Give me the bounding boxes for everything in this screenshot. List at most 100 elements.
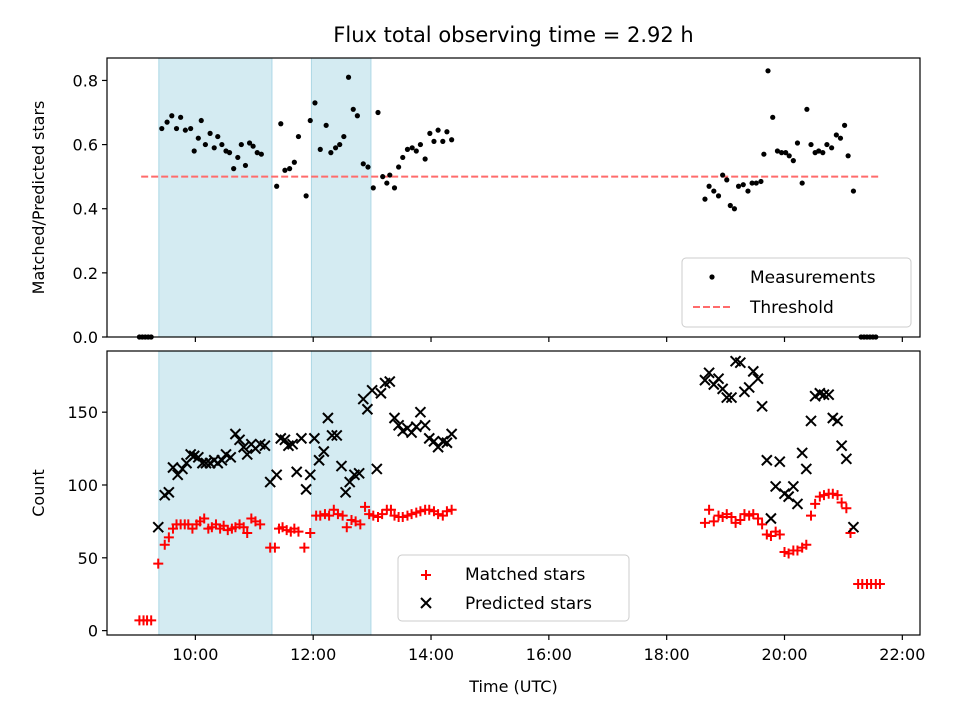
predicted-stars-point xyxy=(752,372,764,385)
measurement-point xyxy=(396,164,402,170)
x-tick-label: 10:00 xyxy=(172,645,218,664)
measurement-point xyxy=(198,117,204,124)
predicted-stars-point xyxy=(241,448,253,461)
predicted-stars-point xyxy=(818,388,830,401)
measurement-point xyxy=(169,113,175,119)
measurement-point xyxy=(278,121,284,127)
measurement-point xyxy=(391,185,398,191)
predicted-stars-point xyxy=(304,469,316,481)
matched-stars-point xyxy=(163,532,174,543)
top-panel-ratio: 0.0 0.2 0.4 0.6 0.8 Matched/Predicted stars Me… xyxy=(29,57,921,347)
predicted-stars-point xyxy=(847,521,860,533)
predicted-stars-point xyxy=(796,447,808,459)
legend-box xyxy=(681,257,912,328)
matched-stars-point xyxy=(726,512,737,523)
predicted-stars-point xyxy=(233,434,246,446)
predicted-stars-point xyxy=(216,454,228,466)
measurement-point xyxy=(238,141,244,148)
matched-stars-point xyxy=(708,516,719,527)
predicted-stars-point xyxy=(721,391,733,404)
measurement-point xyxy=(242,162,249,169)
legend-predicted-label: Predicted stars xyxy=(465,594,592,614)
x-tick-label: 12:00 xyxy=(290,645,336,664)
measurement-point xyxy=(337,141,343,148)
predicted-stars-point xyxy=(761,454,773,466)
predicted-stars-point xyxy=(699,374,711,386)
shaded-interval-0 xyxy=(158,57,273,338)
matched-stars-point xyxy=(748,509,759,520)
y-tick-label: 0.2 xyxy=(73,264,98,283)
legend-predicted-marker xyxy=(420,597,432,609)
matched-stars-point xyxy=(415,506,426,517)
y-axis-label: Matched/Predicted stars xyxy=(29,101,48,295)
predicted-stars-point xyxy=(716,383,729,395)
matched-stars-point xyxy=(360,501,371,512)
measurement-point xyxy=(370,185,376,191)
chart-title: Flux total observing time = 2.92 h xyxy=(333,23,693,47)
predicted-stars-point xyxy=(805,415,817,427)
measurement-point xyxy=(706,183,712,189)
measurement-point xyxy=(820,150,826,156)
measurement-point xyxy=(783,150,789,156)
measurement-point xyxy=(354,113,360,119)
matched-stars-point xyxy=(146,615,157,626)
predicted-stars-point xyxy=(743,381,755,394)
predicted-stars-point xyxy=(734,356,747,369)
y-axis-label: Count xyxy=(29,469,48,517)
measurement-point xyxy=(295,133,302,140)
matched-stars-point xyxy=(299,542,310,553)
legend-top: Measurements Threshold xyxy=(681,257,912,328)
matched-stars-point xyxy=(827,488,838,499)
measurement-point xyxy=(435,127,441,133)
predicted-stars-point xyxy=(384,375,396,388)
matched-stars-point xyxy=(774,529,785,540)
matched-stars-point xyxy=(801,539,812,550)
measurement-point xyxy=(164,119,170,125)
matched-stars-point xyxy=(704,504,715,515)
x-tick-label: 18:00 xyxy=(644,645,690,664)
measurement-point xyxy=(409,145,415,151)
axes-frame xyxy=(106,57,921,338)
predicted-stars-point xyxy=(237,441,250,453)
predicted-stars-point xyxy=(765,512,777,525)
predicted-stars-point xyxy=(167,461,179,474)
predicted-stars-point xyxy=(326,429,338,442)
measurement-point xyxy=(440,138,446,144)
y-tick-label: 100 xyxy=(67,476,98,495)
measurement-point xyxy=(202,141,208,148)
matched-stars-point xyxy=(806,510,817,521)
predicted-stars-point xyxy=(414,406,427,418)
matched-stars-point xyxy=(368,510,379,521)
predicted-stars-point xyxy=(331,429,343,442)
predicted-stars-point xyxy=(445,428,458,440)
measurement-point xyxy=(841,122,848,128)
matched-stars-point xyxy=(818,490,829,501)
shaded-interval-1 xyxy=(310,57,372,338)
legend-box xyxy=(397,554,630,622)
predicted-stars-point xyxy=(318,445,330,458)
predicted-stars-point xyxy=(335,460,348,472)
measurement-point xyxy=(235,154,241,161)
measurement-point xyxy=(794,140,801,146)
measurement-point xyxy=(282,167,288,173)
predicted-stars-point xyxy=(822,388,835,401)
measurement-point xyxy=(758,178,764,185)
matched-stars-point xyxy=(836,497,847,508)
shaded-interval-0 xyxy=(158,350,273,636)
predicted-stars-point xyxy=(259,439,271,452)
y-tick-label: 0 xyxy=(88,622,98,641)
measurement-point xyxy=(231,166,237,172)
measurement-point xyxy=(345,74,352,80)
shaded-interval-1 xyxy=(310,350,372,636)
measurement-point xyxy=(816,148,822,154)
measurement-point xyxy=(765,68,771,74)
measurement-point xyxy=(711,188,717,194)
matched-stars-point xyxy=(424,504,435,515)
predicted-stars-point xyxy=(419,419,431,431)
matched-stars-point xyxy=(324,510,335,521)
matched-stars-point xyxy=(159,539,170,550)
measurement-point xyxy=(317,146,323,152)
measurement-point xyxy=(250,143,256,149)
measurement-point xyxy=(404,146,411,152)
predicted-stars-point xyxy=(286,438,299,450)
